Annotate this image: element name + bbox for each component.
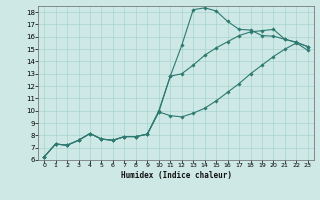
X-axis label: Humidex (Indice chaleur): Humidex (Indice chaleur) <box>121 171 231 180</box>
